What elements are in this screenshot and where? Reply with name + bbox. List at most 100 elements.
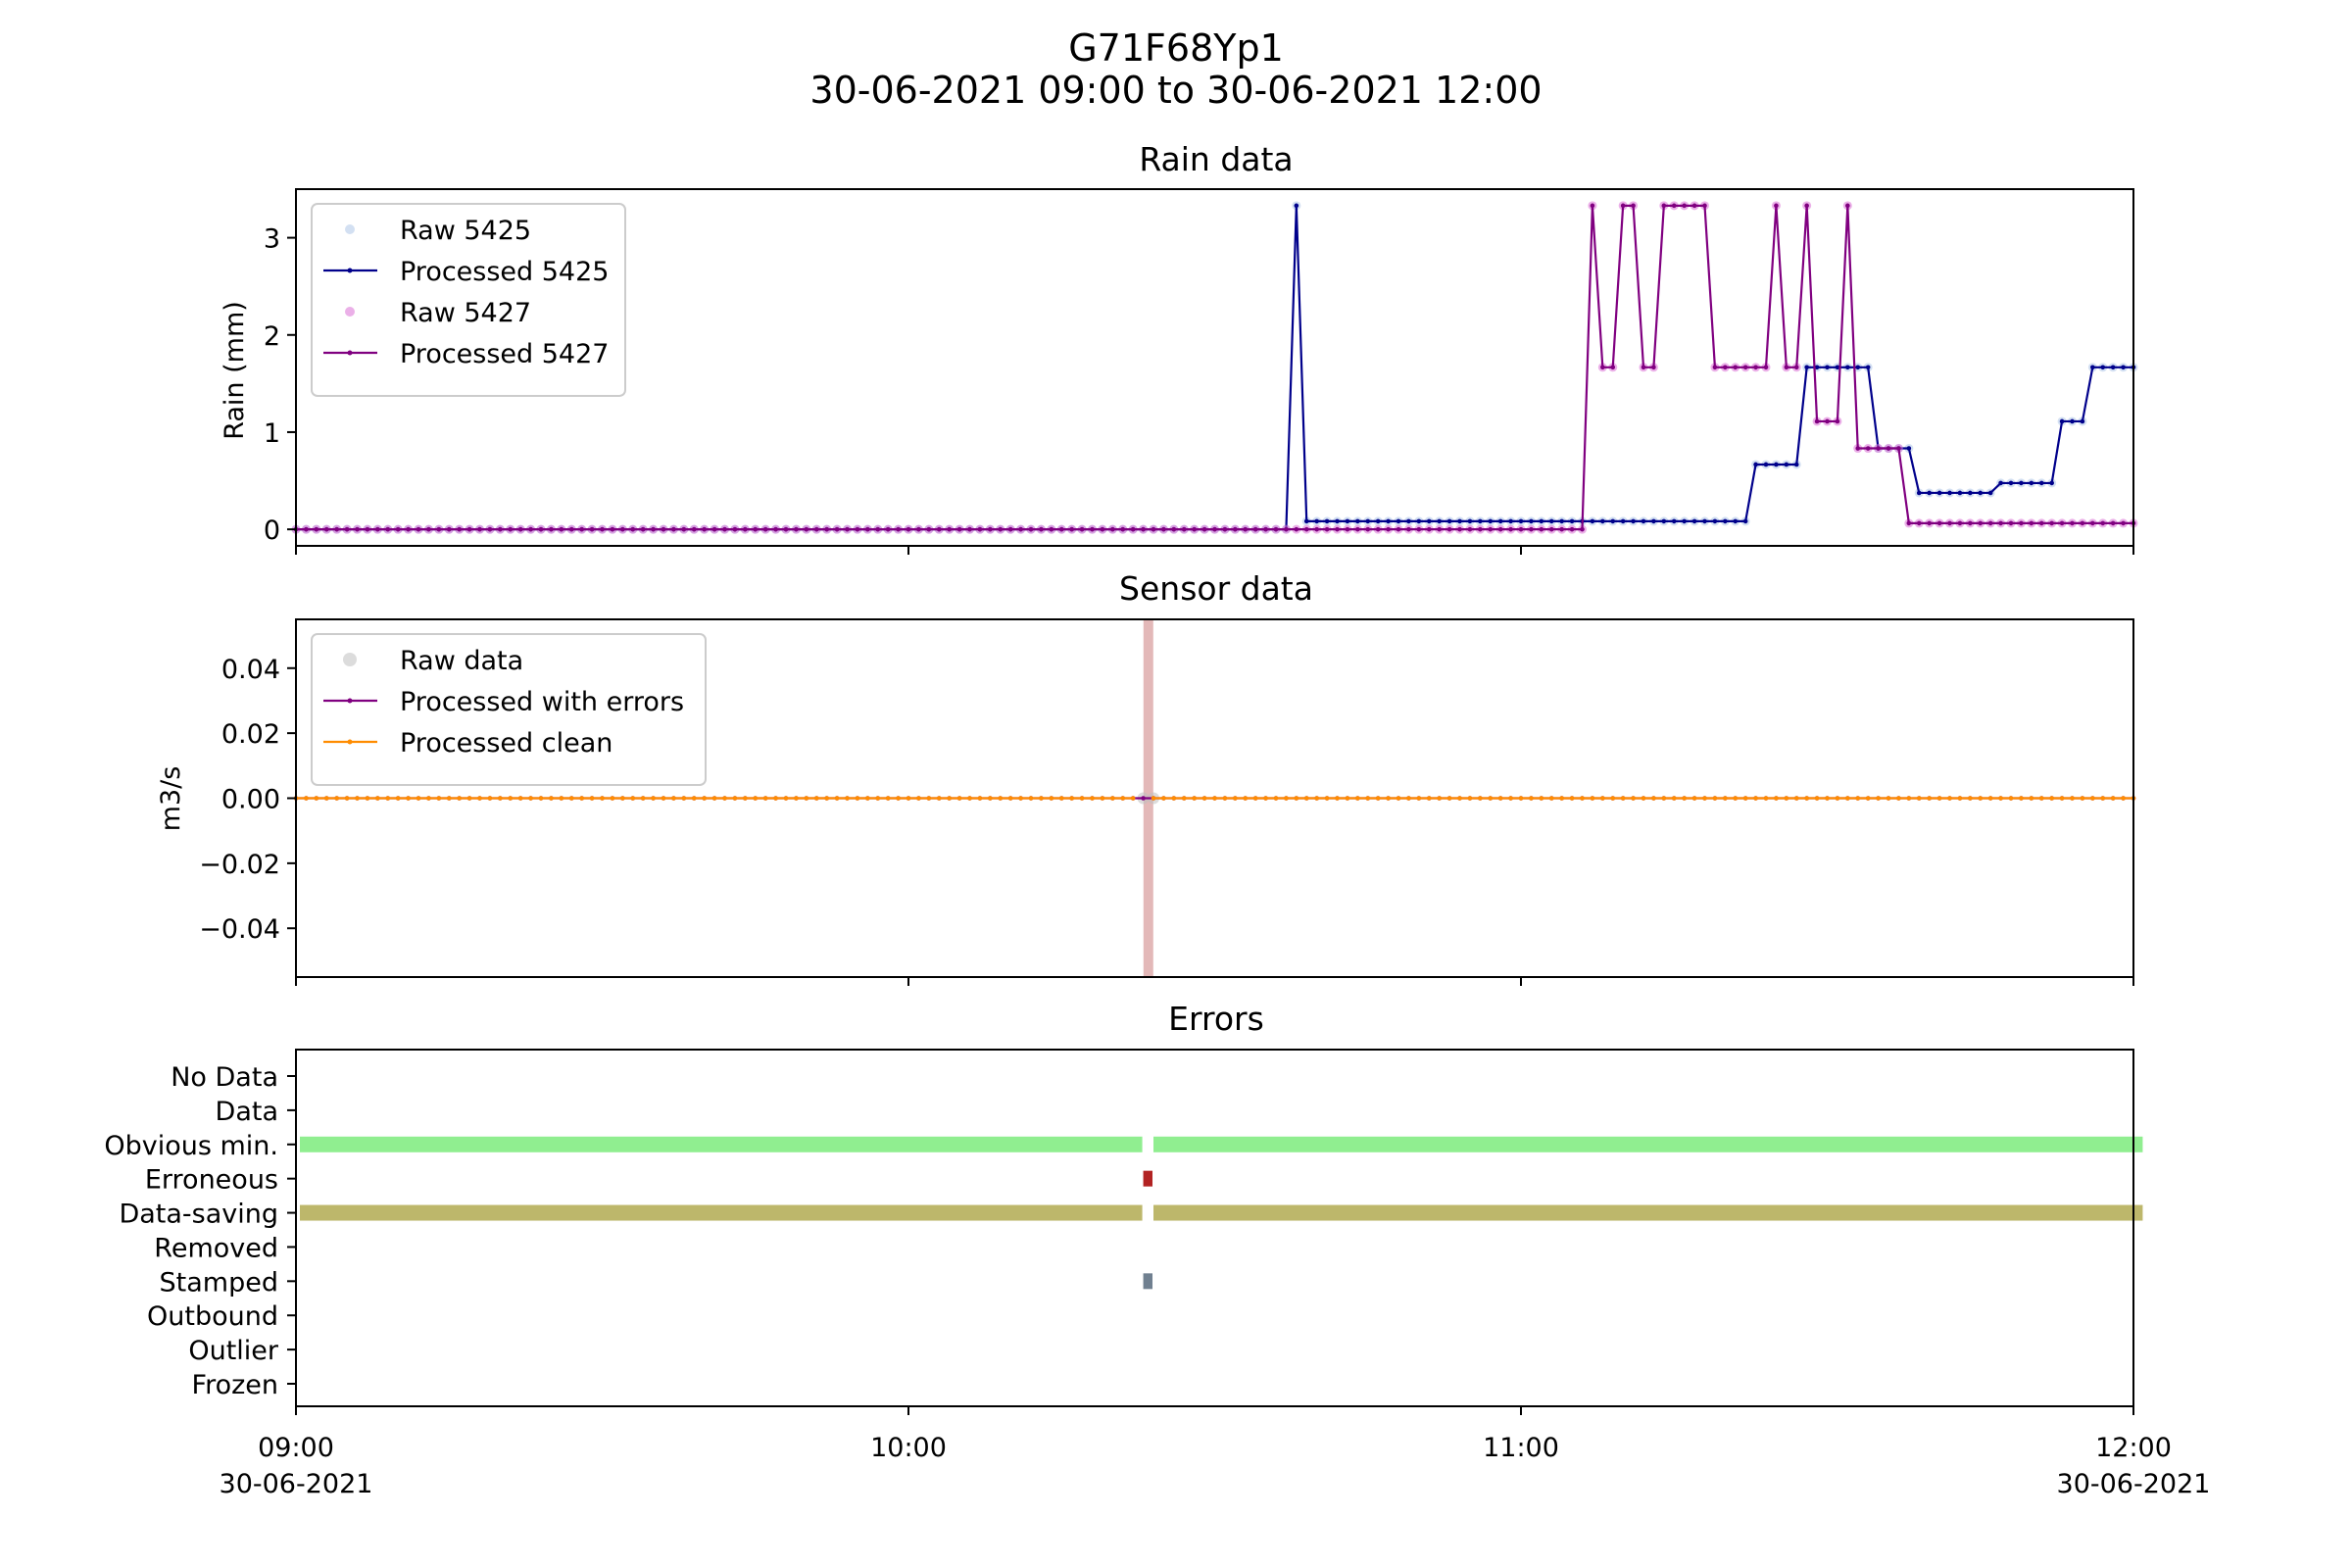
sensor-processed-clean-marker — [1243, 796, 1249, 801]
sensor-processed-clean-marker — [1252, 796, 1258, 801]
rain-processed-5425-marker — [1355, 518, 1360, 524]
rain-processed-5427-marker — [865, 526, 870, 532]
sensor-legend-label-2: Processed clean — [400, 728, 612, 759]
rain-processed-5425-marker — [1467, 518, 1473, 524]
rain-processed-5425-marker — [1559, 518, 1564, 524]
rain-processed-5425-marker — [2080, 418, 2085, 424]
sensor-processed-clean-marker — [630, 796, 636, 801]
sensor-processed-clean-marker — [1120, 796, 1126, 801]
errors-category-label: No Data — [171, 1062, 278, 1093]
rain-processed-5427-marker — [1968, 520, 1973, 526]
rain-processed-5427-marker — [977, 526, 983, 532]
rain-processed-5425-marker — [1855, 365, 1861, 370]
rain-processed-5427-marker — [1181, 526, 1187, 532]
rain-processed-5427-marker — [314, 526, 319, 532]
sensor-processed-clean-marker — [1712, 796, 1718, 801]
rain-processed-5427-marker — [783, 526, 789, 532]
rain-processed-5425-marker — [1784, 462, 1789, 467]
rain-processed-5425-marker — [1936, 490, 1942, 496]
rain-processed-5425-marker — [1324, 518, 1330, 524]
rain-processed-5427-marker — [1998, 520, 2003, 526]
sensor-processed-clean-marker — [1028, 796, 1034, 801]
rain-processed-5427-marker — [579, 526, 584, 532]
sensor-processed-clean-marker — [753, 796, 759, 801]
sensor-processed-clean-marker — [1058, 796, 1064, 801]
errors-panel: Errors No Data Data Obvious min. Erroneous D… — [104, 1000, 2143, 1407]
rain-legend-label-0: Raw 5425 — [400, 216, 531, 246]
rain-processed-5427-marker — [466, 526, 472, 532]
sensor-processed-clean-marker — [436, 796, 442, 801]
rain-processed-5427-marker — [824, 526, 829, 532]
rain-processed-5427-marker — [926, 526, 932, 532]
sensor-processed-clean-marker — [1314, 796, 1319, 801]
sensor-processed-clean-marker — [794, 796, 799, 801]
rain-processed-5425-marker — [1631, 518, 1636, 524]
rain-y-tick-label: 1 — [264, 418, 280, 449]
sensor-processed-clean-marker — [1192, 796, 1197, 801]
sensor-processed-clean-marker — [1916, 796, 1922, 801]
rain-processed-5427-marker — [1058, 526, 1064, 532]
rain-processed-5427-marker — [722, 526, 727, 532]
rain-processed-5427-marker — [1406, 526, 1411, 532]
rain-processed-5427-marker — [1957, 520, 1963, 526]
sensor-processed-clean-marker — [1651, 796, 1656, 801]
rain-processed-5427-marker — [1987, 520, 1993, 526]
sensor-processed-clean-marker — [1671, 796, 1677, 801]
rain-processed-5425-marker — [1396, 518, 1401, 524]
rain-processed-5425-marker — [1641, 518, 1646, 524]
sensor-processed-clean-marker — [855, 796, 860, 801]
sensor-processed-clean-marker — [375, 796, 380, 801]
rain-processed-5425-marker — [1610, 518, 1616, 524]
rain-processed-5427-marker — [1682, 203, 1687, 209]
rain-processed-5427-marker — [1243, 526, 1249, 532]
rain-processed-5427-marker — [691, 526, 697, 532]
sensor-processed-clean-marker — [1539, 796, 1544, 801]
sensor-processed-clean-marker — [1610, 796, 1616, 801]
sensor-processed-clean-marker — [1548, 796, 1554, 801]
rain-processed-5425-marker — [1661, 518, 1667, 524]
sensor-processed-clean-marker — [1273, 796, 1279, 801]
rain-processed-5427-marker — [1784, 365, 1789, 370]
rain-processed-5427-marker — [1947, 520, 1952, 526]
rain-processed-5427-marker — [457, 526, 462, 532]
rain-processed-5427-marker — [549, 526, 554, 532]
sensor-processed-clean-marker — [1426, 796, 1432, 801]
rain-processed-5425-marker — [1712, 518, 1718, 524]
rain-processed-5427-marker — [1497, 526, 1503, 532]
rain-processed-5427-marker — [2059, 520, 2065, 526]
rain-processed-5427-marker — [1569, 526, 1575, 532]
rain-processed-5427-marker — [344, 526, 350, 532]
rain-processed-5427-marker — [916, 526, 921, 532]
rain-y-tick-label: 3 — [264, 224, 280, 255]
sensor-processed-clean-marker — [1446, 796, 1452, 801]
rain-processed-5427-marker — [2008, 520, 2014, 526]
sensor-processed-clean-marker — [1406, 796, 1411, 801]
rain-processed-5427-marker — [1886, 446, 1891, 451]
rain-processed-5427-marker — [1192, 526, 1197, 532]
sensor-processed-clean-marker — [477, 796, 482, 801]
rain-processed-5425-marker — [1763, 462, 1769, 467]
sensor-processed-clean-marker — [1733, 796, 1739, 801]
sensor-processed-clean-marker — [1161, 796, 1166, 801]
rain-processed-5427-marker — [855, 526, 860, 532]
rain-processed-5425-marker — [1548, 518, 1554, 524]
rain-processed-5427-marker — [1263, 526, 1268, 532]
rain-processed-5425-marker — [1569, 518, 1575, 524]
rain-processed-5427-marker — [967, 526, 972, 532]
sensor-processed-clean-marker — [1845, 796, 1850, 801]
sensor-processed-clean-marker — [2080, 796, 2085, 801]
rain-processed-5427-marker — [753, 526, 759, 532]
sensor-processed-clean-marker — [998, 796, 1004, 801]
rain-processed-5427-marker — [1723, 365, 1728, 370]
rain-processed-5427-marker — [610, 526, 615, 532]
rain-processed-5427-marker — [1548, 526, 1554, 532]
rain-legend-label-2: Raw 5427 — [400, 298, 531, 328]
rain-processed-5425-marker — [1294, 203, 1299, 209]
rain-processed-5425-marker — [1651, 518, 1656, 524]
sensor-processed-clean-marker — [1936, 796, 1942, 801]
rain-processed-5425-marker — [2038, 480, 2044, 486]
rain-processed-5427-marker — [1936, 520, 1942, 526]
rain-processed-5427-marker — [589, 526, 595, 532]
sensor-processed-clean-marker — [426, 796, 431, 801]
rain-processed-5427-marker — [498, 526, 503, 532]
